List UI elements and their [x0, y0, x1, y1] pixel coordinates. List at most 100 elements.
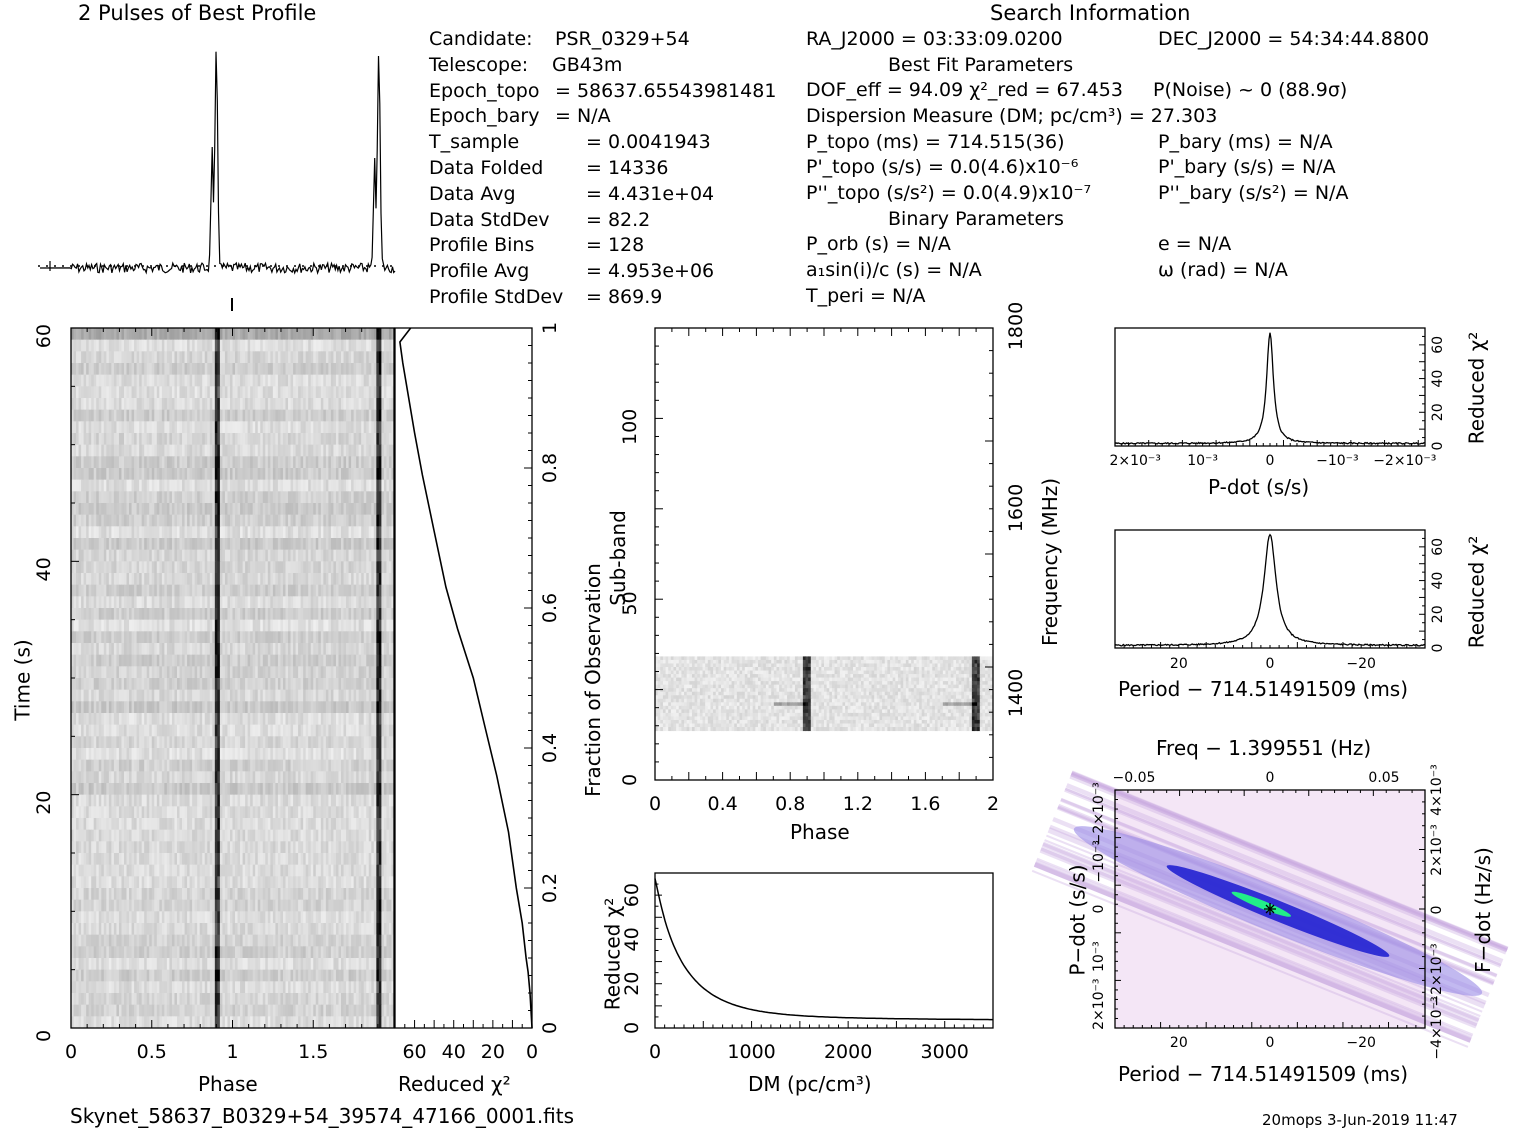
heatmap-cell — [219, 479, 223, 492]
heatmap-cell — [346, 573, 350, 586]
heatmap-cell — [129, 666, 133, 679]
heatmap-cell — [373, 549, 377, 562]
heatmap-cell — [280, 608, 284, 621]
heatmap-cell — [318, 444, 322, 457]
heatmap-cell — [141, 398, 145, 411]
heatmap-cell — [224, 573, 228, 586]
heatmap-cell — [270, 398, 274, 411]
heatmap-cell — [277, 363, 281, 376]
heatmap-cell — [214, 491, 218, 504]
heatmap-cell — [373, 631, 377, 644]
heatmap-cell — [217, 363, 221, 376]
heatmap-cell — [371, 596, 375, 609]
heatmap-cell — [293, 444, 297, 457]
heatmap-cell — [353, 374, 357, 387]
heatmap-cell — [174, 596, 178, 609]
heatmap-cell — [285, 444, 289, 457]
heatmap-cell — [318, 328, 322, 341]
heatmap-cell — [154, 514, 158, 527]
heatmap-cell — [353, 456, 357, 469]
heatmap-cell — [262, 538, 266, 551]
heatmap-cell — [361, 596, 365, 609]
heatmap-cell — [323, 444, 327, 457]
heatmap-cell — [280, 386, 284, 399]
heatmap-cell — [169, 468, 173, 481]
heatmap-cell — [335, 398, 339, 411]
heatmap-cell — [189, 456, 193, 469]
heatmap-cell — [333, 549, 337, 562]
heatmap-cell — [232, 433, 236, 446]
heatmap-cell — [325, 608, 329, 621]
heatmap-cell — [280, 526, 284, 539]
heatmap-cell — [378, 491, 382, 504]
heatmap-cell — [136, 479, 140, 492]
heatmap-cell — [126, 433, 130, 446]
heatmap-cell — [103, 643, 107, 656]
heatmap-cell — [197, 398, 201, 411]
heatmap-cell — [146, 468, 150, 481]
heatmap-cell — [373, 526, 377, 539]
heatmap-cell — [282, 351, 286, 364]
heatmap-cell — [295, 514, 299, 527]
heatmap-cell — [93, 549, 97, 562]
heatmap-cell — [351, 456, 355, 469]
heatmap-cell — [386, 561, 390, 574]
info-key: Profile Avg — [429, 260, 530, 283]
heatmap-cell — [204, 351, 208, 364]
heatmap-cell — [300, 643, 304, 656]
heatmap-cell — [169, 619, 173, 632]
heatmap-cell — [187, 386, 191, 399]
heatmap-cell — [149, 573, 153, 586]
heatmap-cell — [348, 643, 352, 656]
heatmap-cell — [176, 631, 181, 644]
heatmap-cell — [134, 666, 138, 679]
heatmap-cell — [199, 351, 203, 364]
heatmap-cell — [207, 608, 211, 621]
heatmap-cell — [308, 538, 312, 551]
heatmap-cell — [182, 584, 186, 597]
heatmap-cell — [361, 328, 365, 341]
heatmap-cell — [298, 491, 302, 504]
heatmap-cell — [144, 374, 148, 387]
heatmap-cell — [207, 561, 211, 574]
heatmap-cell — [305, 608, 309, 621]
heatmap-cell — [83, 631, 87, 644]
heatmap-cell — [227, 514, 231, 527]
heatmap-cell — [366, 479, 370, 492]
heatmap-cell — [262, 339, 266, 352]
heatmap-cell — [298, 526, 302, 539]
heatmap-cell — [330, 328, 334, 341]
heatmap-cell — [101, 549, 105, 562]
heatmap-cell — [134, 654, 138, 667]
heatmap-cell — [282, 596, 286, 609]
heatmap-cell — [214, 503, 218, 516]
heatmap-cell — [363, 608, 367, 621]
heatmap-cell — [255, 444, 259, 457]
heatmap-cell — [293, 351, 297, 364]
heatmap-cell — [356, 549, 360, 562]
heatmap-cell — [252, 491, 256, 504]
heatmap-cell — [111, 386, 115, 399]
heatmap-cell — [101, 678, 105, 691]
heatmap-cell — [293, 561, 297, 574]
heatmap-cell — [366, 444, 370, 457]
heatmap-cell — [313, 526, 317, 539]
heatmap-cell — [101, 386, 105, 399]
heatmap-cell — [300, 421, 304, 434]
heatmap-cell — [270, 328, 274, 341]
heatmap-cell — [81, 503, 85, 516]
heatmap-cell — [76, 643, 80, 656]
heatmap-cell — [348, 654, 352, 667]
heatmap-cell — [171, 608, 175, 621]
heatmap-cell — [199, 503, 203, 516]
heatmap-cell — [335, 421, 339, 434]
heatmap-cell — [368, 339, 372, 352]
heatmap-cell — [247, 608, 251, 621]
heatmap-cell — [126, 538, 130, 551]
heatmap-cell — [139, 654, 143, 667]
profile-title: 2 Pulses of Best Profile — [78, 1, 317, 25]
heatmap-cell — [346, 538, 350, 551]
heatmap-cell — [310, 363, 314, 376]
heatmap-cell — [245, 328, 249, 341]
heatmap-cell — [270, 573, 274, 586]
